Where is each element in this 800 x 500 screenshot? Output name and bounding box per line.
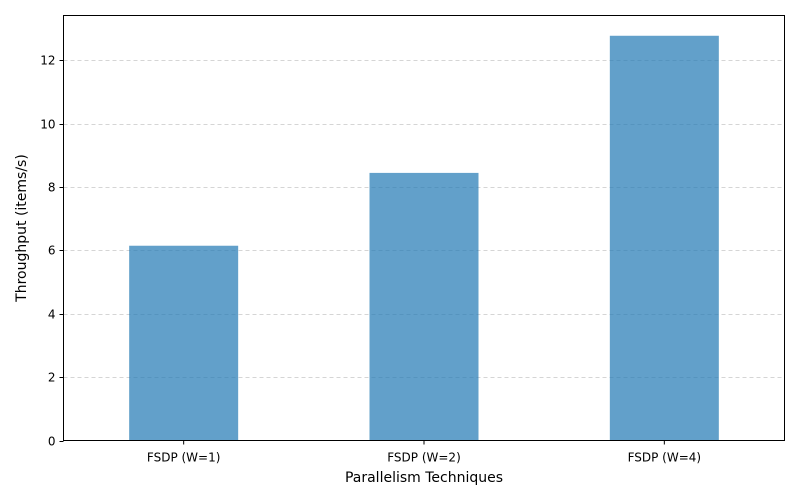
x-tick-label: FSDP (W=1)	[147, 451, 221, 465]
y-tick-label: 4	[48, 308, 56, 322]
y-tick-label: 12	[40, 54, 55, 68]
y-tick-label: 10	[40, 118, 55, 132]
y-tick-label: 8	[48, 181, 56, 195]
y-axis-label: Throughput (items/s)	[14, 154, 30, 303]
y-tick-label: 0	[48, 435, 56, 449]
x-axis: FSDP (W=1) FSDP (W=2) FSDP (W=4)	[147, 440, 702, 465]
y-tick-label: 6	[48, 244, 56, 258]
y-axis: 0 2 4 6 8 10 12	[40, 54, 64, 449]
x-axis-label: Parallelism Techniques	[345, 470, 503, 486]
y-tick-label: 2	[48, 371, 56, 385]
x-tick-label: FSDP (W=2)	[387, 451, 461, 465]
bar	[369, 172, 479, 441]
bar	[129, 245, 239, 441]
bar	[609, 35, 719, 441]
x-tick-label: FSDP (W=4)	[628, 451, 702, 465]
bars-layer	[129, 35, 719, 441]
